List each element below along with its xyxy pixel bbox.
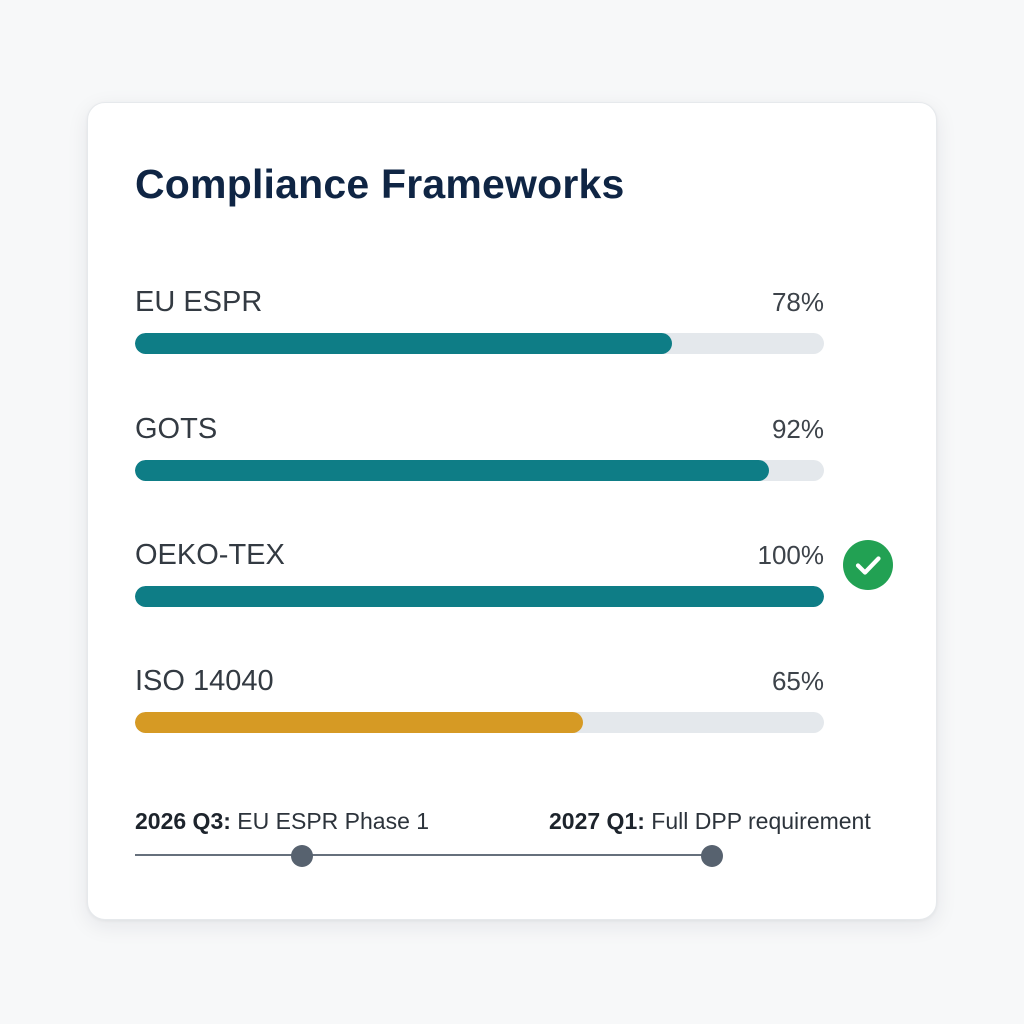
milestone-label-2: 2027 Q1: Full DPP requirement xyxy=(549,807,871,835)
framework-row-iso-14040: ISO 14040 65% xyxy=(135,663,824,743)
progress-fill xyxy=(135,586,824,607)
framework-name: GOTS xyxy=(135,413,218,445)
framework-name: OEKO-TEX xyxy=(135,539,285,571)
timeline-dot-1[interactable] xyxy=(291,845,313,867)
timeline-dot-2[interactable] xyxy=(701,845,723,867)
milestone-text: EU ESPR Phase 1 xyxy=(237,808,430,834)
framework-name: EU ESPR xyxy=(135,286,263,318)
progress-fill xyxy=(135,460,769,481)
progress-track xyxy=(135,712,824,733)
progress-track xyxy=(135,460,824,481)
milestone-date: 2027 Q1: xyxy=(549,808,645,834)
framework-row-oeko-tex: OEKO-TEX 100% xyxy=(135,537,824,617)
framework-row-gots: GOTS 92% xyxy=(135,411,824,491)
milestone-label-1: 2026 Q3: EU ESPR Phase 1 xyxy=(135,807,429,835)
progress-track xyxy=(135,586,824,607)
card-title: Compliance Frameworks xyxy=(135,161,625,207)
timeline-line xyxy=(135,854,715,856)
progress-track xyxy=(135,333,824,354)
framework-percent: 65% xyxy=(771,666,824,696)
check-circle-icon xyxy=(843,540,893,590)
framework-percent: 100% xyxy=(757,540,825,570)
progress-fill xyxy=(135,712,583,733)
framework-percent: 78% xyxy=(771,287,824,317)
framework-percent: 92% xyxy=(771,414,824,444)
framework-name: ISO 14040 xyxy=(135,665,274,697)
framework-row-eu-espr: EU ESPR 78% xyxy=(135,284,824,364)
compliance-card: Compliance Frameworks EU ESPR 78% GOTS 9… xyxy=(87,102,937,920)
progress-fill xyxy=(135,333,673,354)
milestone-date: 2026 Q3: xyxy=(135,808,231,834)
milestone-text: Full DPP requirement xyxy=(651,808,871,834)
